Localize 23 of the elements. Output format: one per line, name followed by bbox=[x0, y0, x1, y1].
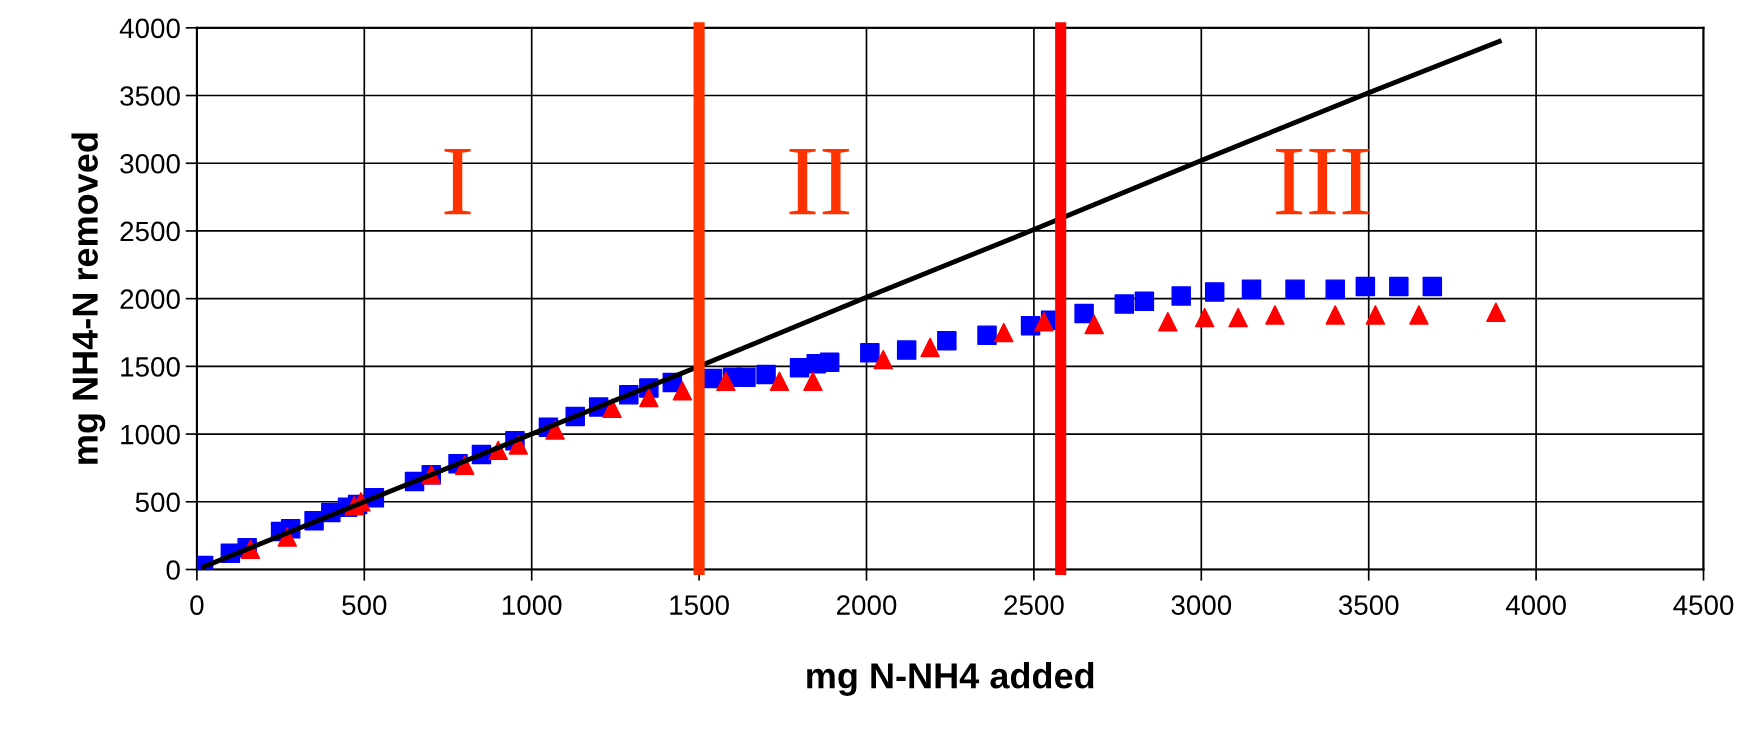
y-tick-label: 1500 bbox=[121, 357, 180, 377]
y-tick-label: 3500 bbox=[120, 86, 180, 106]
x-tick-label: 2000 bbox=[837, 595, 897, 615]
y-tick-label: 4000 bbox=[119, 18, 180, 39]
x-tick-label: 2500 bbox=[1004, 595, 1064, 615]
x-tick-label: 3500 bbox=[1338, 595, 1399, 615]
x-tick-label: 1500 bbox=[670, 595, 729, 615]
y-axis-title: mg NH4-N removed bbox=[71, 133, 106, 464]
y-tick-label: 1000 bbox=[121, 424, 180, 445]
y-tick-label: 2500 bbox=[120, 221, 180, 242]
x-tick-label: 4500 bbox=[1673, 595, 1734, 615]
annotation: II bbox=[789, 148, 849, 215]
y-tick-label: 3000 bbox=[120, 153, 180, 174]
x-tick-label: 500 bbox=[342, 595, 387, 615]
x-tick-label: 3000 bbox=[1171, 595, 1232, 615]
y-tick-label: 500 bbox=[135, 492, 180, 513]
x-tick-label: 1000 bbox=[502, 595, 562, 615]
x-axis-title: mg N-NH4 added bbox=[807, 662, 1094, 696]
x-tick-label: 4000 bbox=[1505, 595, 1566, 615]
x-tick-label: 0 bbox=[190, 595, 204, 615]
y-tick-label: 2000 bbox=[120, 289, 180, 309]
annotation: I bbox=[444, 148, 471, 215]
y-tick-label: 0 bbox=[166, 560, 180, 580]
